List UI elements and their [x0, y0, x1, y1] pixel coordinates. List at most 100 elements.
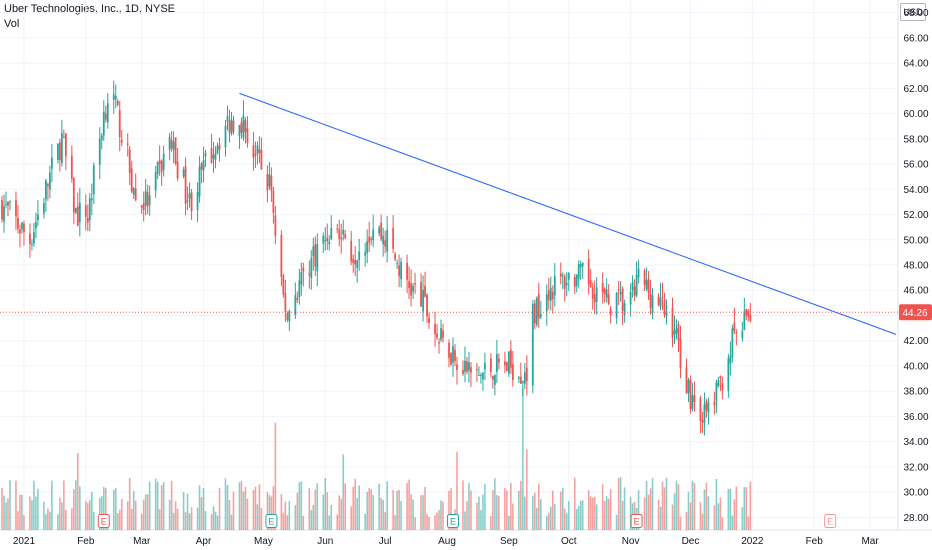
candle-body [342, 229, 345, 235]
x-tick-label: Jul [379, 536, 392, 547]
volume-bar [218, 487, 221, 530]
candle-body [384, 240, 387, 247]
volume-bar [144, 494, 147, 530]
volume-bar [665, 477, 668, 530]
volume-bar [212, 506, 215, 530]
candle-body [468, 362, 470, 371]
volume-bar [300, 481, 303, 530]
y-tick-label: 60.00 [903, 109, 928, 120]
volume-bar [296, 492, 299, 530]
volume-bar [104, 488, 107, 530]
candle-body [128, 149, 131, 173]
y-tick-label: 62.00 [903, 84, 928, 95]
volume-bar [593, 496, 596, 530]
volume-bar [274, 422, 277, 530]
candle-body [338, 229, 341, 239]
candle-body [244, 120, 247, 132]
candle-body [635, 274, 638, 296]
candle-body [316, 244, 319, 272]
volume-bar [224, 478, 227, 530]
x-tick-label: Aug [438, 536, 456, 547]
volume-bar [372, 495, 374, 530]
candle-body [308, 273, 311, 276]
volume-bar [745, 487, 748, 530]
volume-bar [693, 483, 696, 530]
candle-body [3, 205, 5, 222]
earnings-marker-label: E [268, 517, 274, 527]
volume-bar [202, 488, 205, 530]
volume-bar [663, 487, 666, 530]
volume-bar [689, 502, 692, 530]
y-tick-label: 38.00 [903, 387, 928, 398]
volume-bar [553, 504, 556, 530]
volume-bar [214, 511, 217, 530]
volume-bar [450, 488, 452, 530]
candle-body [15, 200, 17, 217]
candle-body [186, 200, 189, 202]
candle-body [497, 358, 500, 363]
volume-bar [230, 514, 233, 530]
volume-bar [154, 478, 157, 530]
candle-body [729, 356, 732, 364]
volume-bar [120, 498, 123, 530]
volume-bar [545, 515, 548, 530]
volume-bar [146, 494, 149, 530]
candle-body [521, 381, 524, 383]
candle-body [454, 349, 456, 362]
volume-bar [43, 501, 45, 530]
x-tick-label: Jun [317, 536, 333, 547]
volume-bar [518, 490, 520, 530]
volume-bar [190, 507, 193, 530]
volume-bar [607, 498, 610, 530]
volume-bar [735, 486, 738, 530]
candle-body [450, 353, 452, 365]
candle-body [735, 332, 738, 334]
volume-bar [579, 500, 582, 530]
candle-body [46, 183, 49, 186]
candle-body [509, 349, 512, 368]
volume-bar [522, 388, 524, 530]
candle-body [689, 379, 692, 409]
volume-bar [561, 487, 564, 530]
candle-body [58, 142, 61, 161]
volume-bar [238, 482, 241, 530]
volume-bar [741, 507, 744, 530]
volume-bar [587, 490, 590, 530]
volume-bar [747, 516, 750, 530]
currency-badge[interactable]: USD [900, 3, 926, 21]
candle-body [170, 140, 173, 149]
candle-body [456, 364, 458, 371]
candle-body [350, 241, 353, 262]
candle-body [322, 235, 325, 244]
candle-body [202, 160, 205, 171]
candle-body [230, 119, 233, 134]
candle-body [312, 246, 315, 257]
candle-body [575, 274, 578, 286]
candle-body [340, 237, 343, 240]
candle-body [733, 322, 736, 332]
volume-bar [398, 489, 400, 530]
candle-body [651, 295, 654, 313]
candle-body [671, 307, 674, 339]
candle-body [559, 273, 562, 277]
candle-body [344, 234, 347, 239]
x-tick-label: Dec [682, 536, 700, 547]
candle-body [396, 262, 399, 264]
candle-body [408, 281, 410, 288]
candle-body [675, 328, 678, 334]
candle-body [422, 289, 424, 312]
volume-bar [392, 490, 394, 530]
candle-body [414, 283, 416, 285]
volume-bar [512, 503, 514, 530]
volume-bar [661, 481, 664, 530]
volume-bar [134, 500, 137, 530]
candle-body [593, 294, 596, 303]
volume-bar [565, 513, 568, 530]
candle-body [563, 276, 566, 289]
candle-body [629, 291, 632, 305]
volume-bar [35, 496, 37, 530]
volume-bar [577, 506, 580, 530]
candle-body [354, 259, 357, 265]
volume-bar [717, 503, 720, 530]
